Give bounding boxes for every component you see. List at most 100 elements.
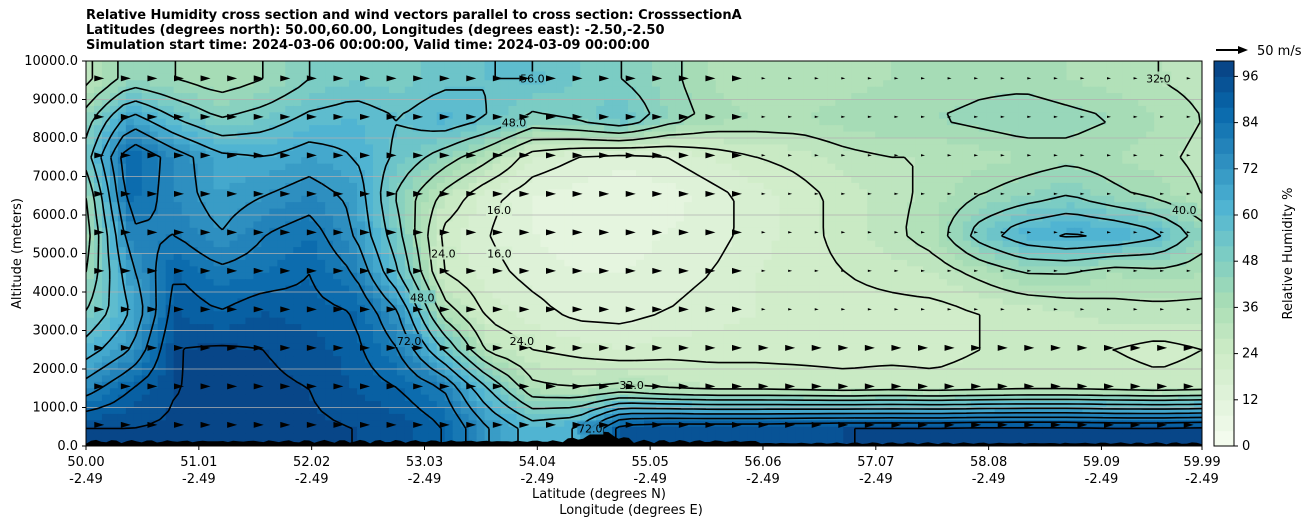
rh-cell — [1034, 240, 1044, 248]
rh-cell — [165, 215, 175, 223]
rh-cell — [755, 80, 765, 88]
rh-cell — [628, 125, 637, 133]
rh-cell — [388, 240, 398, 248]
rh-cell — [460, 202, 470, 210]
rh-cell — [149, 176, 159, 184]
rh-cell — [173, 176, 183, 184]
rh-cell — [548, 279, 557, 287]
rh-cell — [923, 182, 932, 190]
rh-cell — [835, 157, 844, 165]
rh-cell — [460, 157, 470, 165]
rh-cell — [1058, 86, 1068, 94]
rh-cell — [365, 240, 374, 248]
rh-cell — [133, 170, 143, 178]
rh-cell — [739, 157, 749, 165]
rh-cell — [109, 202, 119, 210]
rh-cell — [620, 202, 629, 210]
rh-cell — [1186, 86, 1195, 94]
rh-cell — [867, 202, 876, 210]
rh-cell — [540, 144, 549, 152]
rh-cell — [444, 208, 454, 216]
rh-cell — [428, 112, 438, 120]
rh-cell — [946, 93, 956, 101]
rh-cell — [476, 112, 486, 120]
rh-cell — [165, 73, 175, 81]
rh-cell — [1034, 61, 1044, 69]
rh-cell — [380, 240, 390, 248]
rh-cell — [588, 279, 597, 287]
rh-cell — [604, 112, 613, 120]
rh-cell — [1106, 182, 1115, 190]
rh-cell — [1106, 112, 1115, 120]
rh-cell — [819, 176, 828, 184]
rh-cell — [197, 80, 207, 88]
rh-cell — [444, 125, 454, 133]
rh-cell — [659, 208, 669, 216]
rh-cell — [1178, 234, 1187, 242]
rh-cell — [962, 86, 972, 94]
rh-cell — [859, 234, 868, 242]
rh-cell — [1098, 208, 1107, 216]
rh-cell — [867, 86, 876, 94]
rh-cell — [285, 221, 294, 229]
rh-cell — [197, 240, 207, 248]
rh-cell — [388, 272, 398, 280]
rh-cell — [986, 170, 996, 178]
rh-cell — [444, 195, 454, 203]
rh-cell — [930, 93, 940, 101]
rh-cell — [1074, 279, 1084, 287]
rh-cell — [93, 182, 103, 190]
rh-cell — [117, 118, 127, 126]
rh-cell — [301, 259, 310, 267]
rh-cell — [875, 182, 884, 190]
rh-cell — [444, 279, 454, 287]
rh-cell — [309, 80, 318, 88]
rh-cell — [157, 247, 167, 255]
rh-cell — [1074, 195, 1084, 203]
rh-cell — [460, 247, 470, 255]
rh-cell — [564, 73, 573, 81]
rh-cell — [1074, 112, 1084, 120]
rh-cell — [923, 67, 932, 75]
rh-cell — [468, 195, 478, 203]
rh-cell — [923, 215, 932, 223]
rh-cell — [962, 93, 972, 101]
rh-cell — [747, 253, 757, 261]
rh-cell — [644, 150, 653, 158]
rh-cell — [1170, 157, 1179, 165]
rh-cell — [357, 202, 366, 210]
rh-cell — [372, 221, 382, 229]
rh-cell — [962, 80, 972, 88]
rh-cell — [428, 73, 438, 81]
rh-cell — [1178, 163, 1187, 171]
rh-cell — [157, 112, 167, 120]
rh-cell — [954, 93, 964, 101]
rh-cell — [93, 144, 103, 152]
rh-cell — [165, 176, 175, 184]
rh-cell — [1186, 93, 1195, 101]
rh-cell — [891, 279, 900, 287]
rh-cell — [149, 253, 159, 261]
rh-cell — [1186, 221, 1195, 229]
rh-cell — [851, 247, 860, 255]
rh-cell — [309, 272, 318, 280]
rh-cell — [444, 150, 454, 158]
rh-cell — [1066, 131, 1076, 139]
rh-cell — [954, 80, 964, 88]
rh-cell — [620, 176, 629, 184]
rh-cell — [819, 259, 828, 267]
rh-cell — [811, 189, 820, 197]
rh-cell — [1162, 234, 1171, 242]
rh-cell — [1154, 144, 1163, 152]
rh-cell — [962, 189, 972, 197]
rh-cell — [1082, 182, 1091, 190]
rh-cell — [165, 163, 175, 171]
rh-cell — [651, 99, 661, 107]
rh-cell — [221, 215, 231, 223]
rh-cell — [189, 234, 199, 242]
rh-cell — [253, 182, 262, 190]
rh-cell — [795, 176, 805, 184]
rh-cell — [317, 195, 326, 203]
rh-cell — [875, 195, 884, 203]
rh-cell — [484, 67, 494, 75]
